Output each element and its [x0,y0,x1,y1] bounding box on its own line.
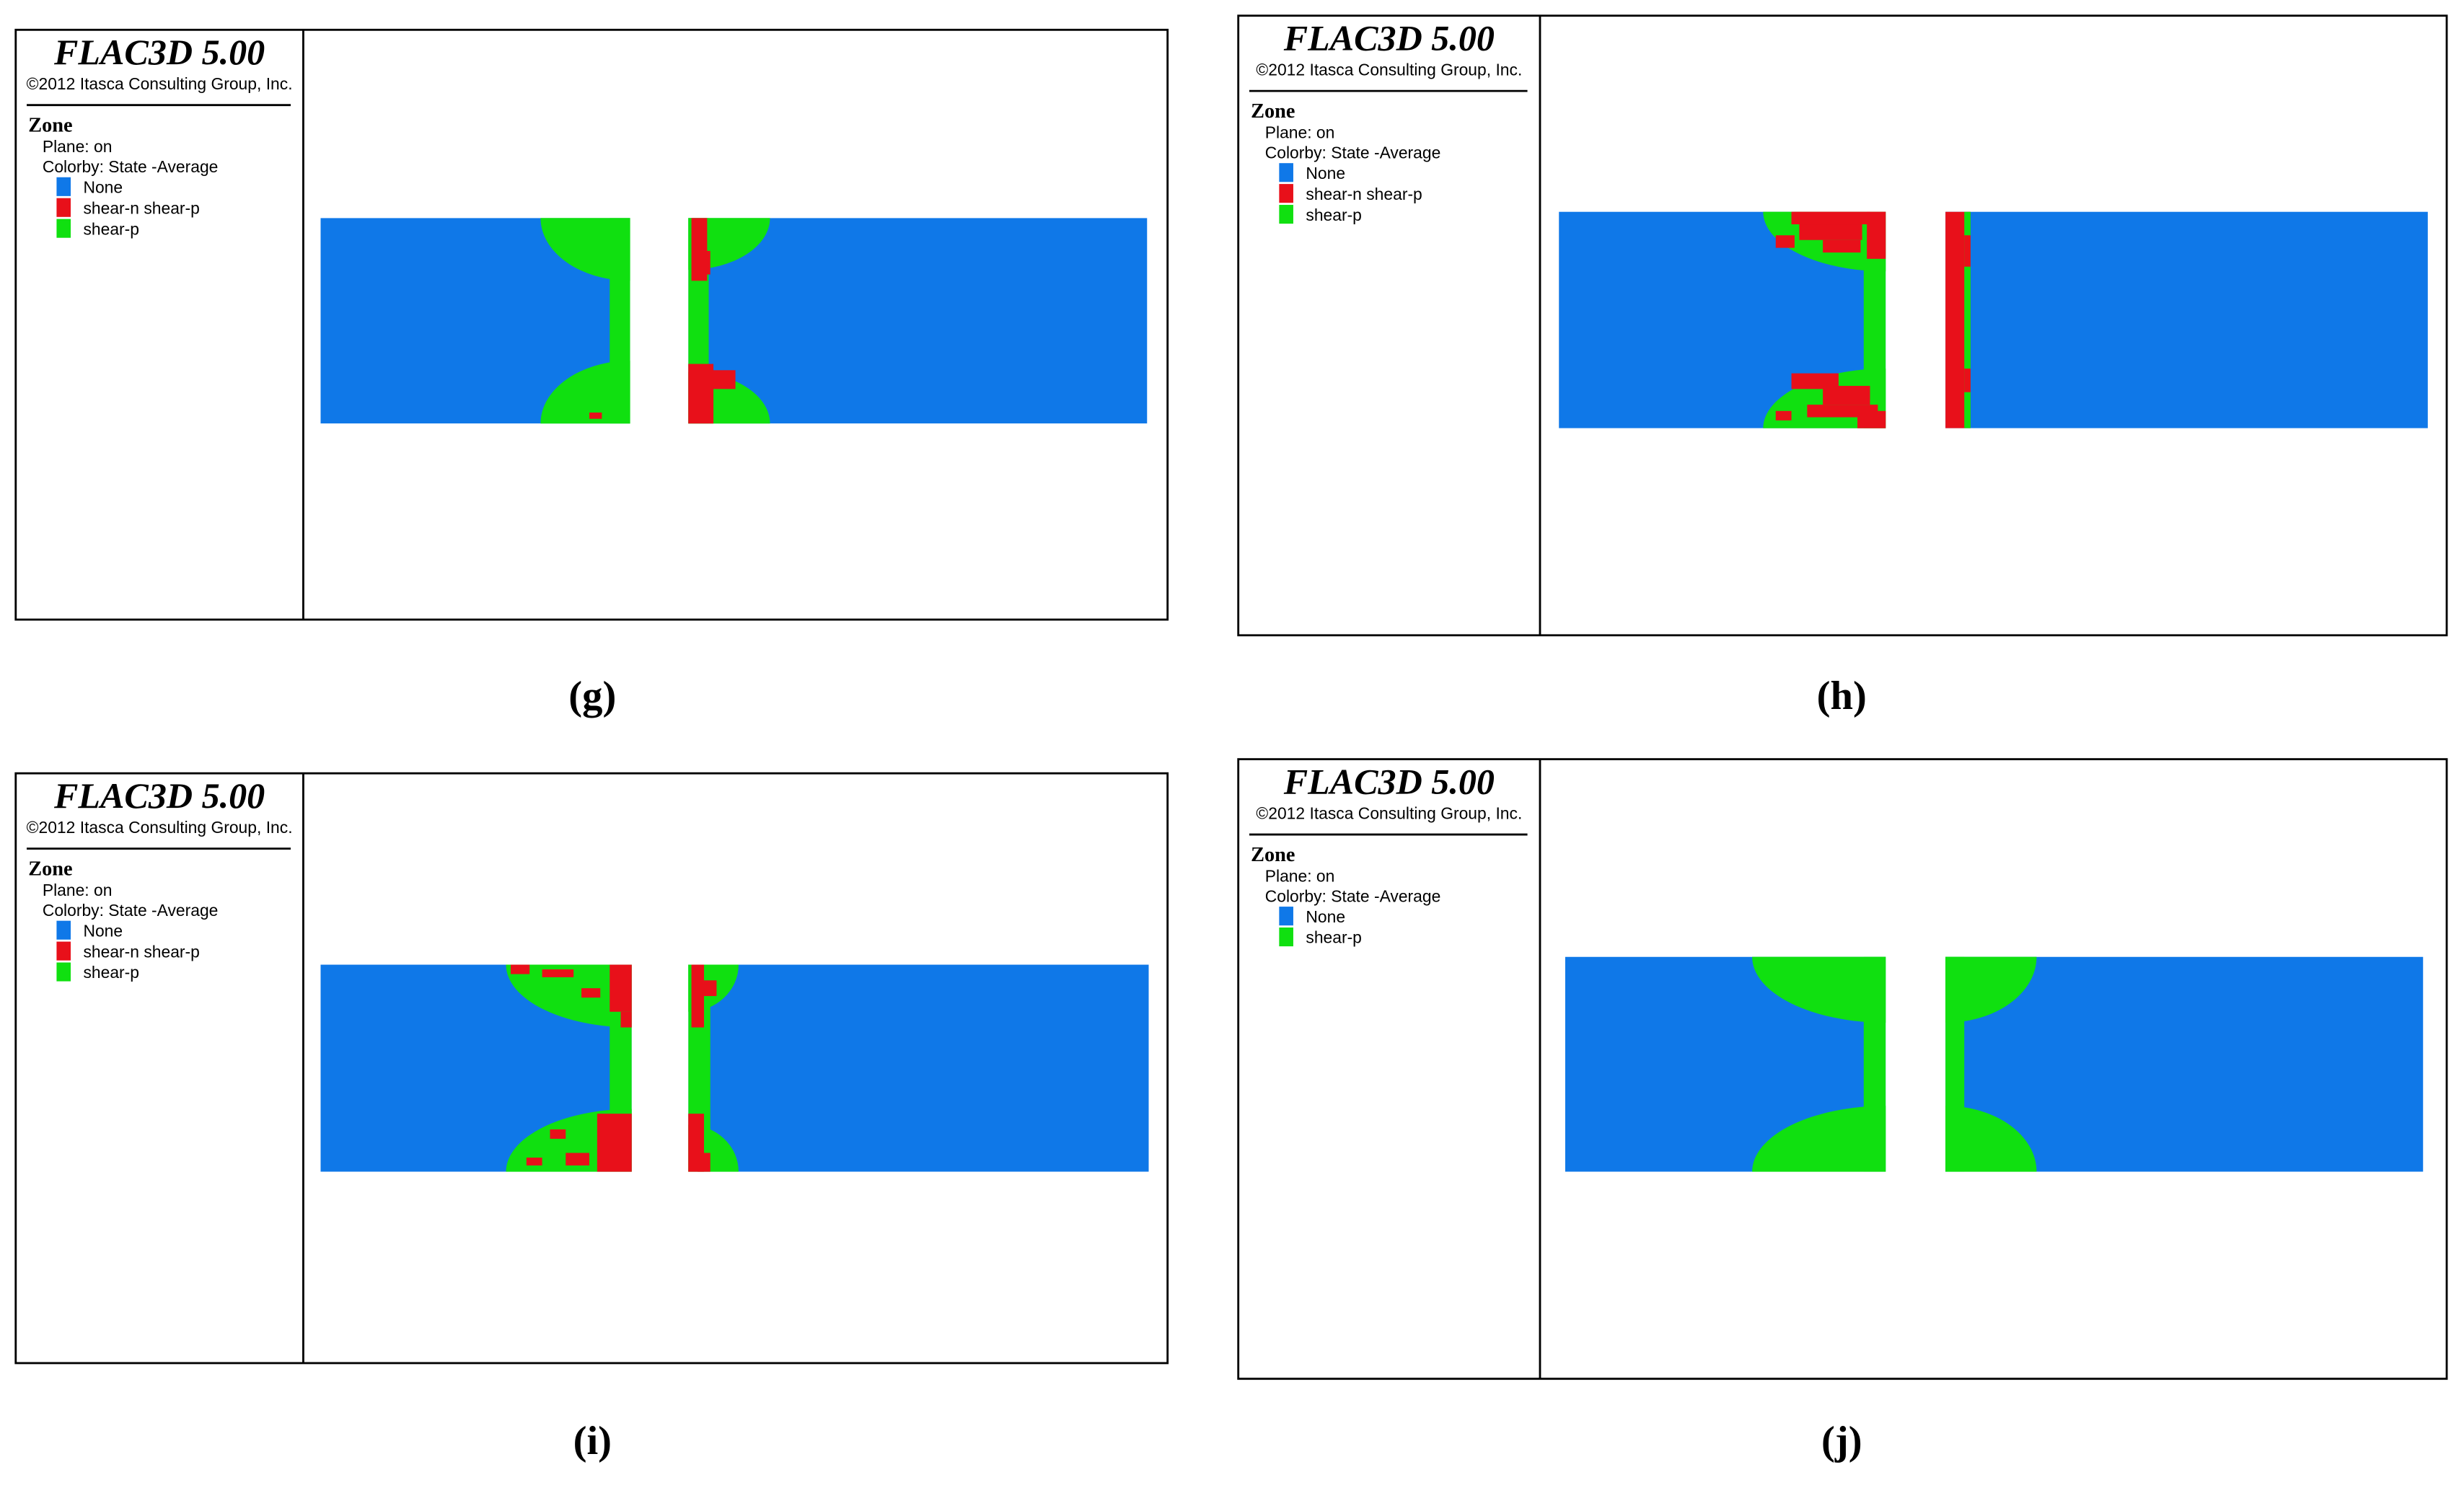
legend-label: shear-p [1306,928,1362,947]
shear-zone [1823,386,1870,405]
colorby-label: Colorby: State -Average [43,901,219,920]
plane-label: Plane: on [43,881,113,899]
caption: (g) [568,674,616,718]
shear-zone [542,969,574,977]
shear-zone [610,964,632,1012]
yield-zone [540,218,630,281]
shear-zone [1791,373,1839,389]
caption: (i) [573,1419,612,1463]
rock-zone [1945,211,2428,428]
shear-zone [526,1158,542,1166]
yield-zone [1945,1106,2037,1172]
legend-swatch [1279,928,1293,947]
left-block [1565,956,1886,1172]
yield-zone [1945,956,1965,1172]
shear-zone [698,1153,710,1172]
zone-label: Zone [1251,100,1295,123]
software-title: FLAC3D 5.00 [1283,762,1495,802]
colorby-label: Colorby: State -Average [1265,887,1441,906]
software-title: FLAC3D 5.00 [53,775,265,816]
shear-zone [620,1011,632,1028]
panel: FLAC3D 5.00 ©2012 Itasca Consulting Group… [14,28,1169,621]
caption: (j) [1821,1419,1862,1463]
yield-zone [1752,1106,1886,1172]
legend-swatch [56,219,71,238]
right-block [1945,211,2428,428]
shear-zone [704,370,736,389]
shear-zone [1857,410,1886,428]
legend-label: shear-n shear-p [83,198,199,217]
software-title: FLAC3D 5.00 [53,32,265,72]
rock-zone [688,218,1148,424]
plane-label: Plane: on [1265,123,1335,141]
yield-zone [610,218,630,424]
yield-zone [1945,956,2037,1023]
shear-zone [1799,224,1862,240]
shear-zone [597,1114,632,1172]
legend-swatch [56,962,71,982]
panel: FLAC3D 5.00©2012 Itasca Consulting Group… [1237,758,2448,1380]
legend-swatch [1279,907,1293,926]
panel: FLAC3D 5.00 ©2012 Itasca Consulting Group… [1237,14,2448,637]
left-block [320,218,630,424]
right-block [1945,956,2424,1172]
copyright: ©2012 Itasca Consulting Group, Inc. [27,818,293,837]
colorby-label: Colorby: State -Average [1265,144,1441,162]
shear-zone [1791,211,1870,225]
legend-label: shear-p [83,219,139,238]
plane-label: Plane: on [1265,866,1335,885]
zone-label: Zone [28,858,72,881]
shear-zone [1867,211,1886,259]
shear-zone [511,964,530,974]
yield-zone [1863,956,1886,1172]
shear-zone [700,980,717,997]
zone-label: Zone [1251,844,1295,866]
shear-zone [1823,239,1861,253]
software-title: FLAC3D 5.00 [1283,18,1495,58]
legend-label: shear-n shear-p [1306,185,1422,203]
plane-label: Plane: on [43,137,113,156]
legend-label: shear-p [1306,206,1362,224]
legend-swatch [56,941,71,961]
legend-label: None [1306,907,1345,926]
caption: (h) [1817,674,1867,718]
colorby-label: Colorby: State -Average [43,157,219,176]
rock-zone [1945,956,2424,1172]
legend-label: shear-n shear-p [83,942,199,961]
legend-label: None [1306,164,1345,182]
shear-zone [1775,235,1795,248]
legend-swatch [56,177,71,196]
copyright: ©2012 Itasca Consulting Group, Inc. [1256,803,1522,822]
copyright: ©2012 Itasca Consulting Group, Inc. [1256,60,1522,79]
shear-zone [581,988,601,998]
yield-zone [506,964,632,1028]
legend-label: shear-p [83,963,139,982]
yield-zone [1752,956,1886,1023]
yield-zone [540,361,630,424]
shear-zone [566,1153,589,1166]
copyright: ©2012 Itasca Consulting Group, Inc. [27,74,293,93]
rock-zone [688,964,1149,1172]
shear-zone [589,412,602,419]
yield-zone [1964,211,1971,428]
legend-swatch [1279,205,1293,224]
legend-swatch [1279,184,1293,203]
legend-swatch [1279,163,1293,182]
panel: FLAC3D 5.00 ©2012 Itasca Consulting Group… [14,772,1169,1365]
zone-label: Zone [28,115,72,137]
legend-label: None [83,921,123,940]
shear-zone [1964,369,1971,392]
shear-zone [698,250,710,275]
legend-swatch [56,920,71,940]
shear-zone [1964,235,1971,267]
shear-zone [1775,410,1792,420]
shear-zone [691,964,704,1028]
shear-zone [550,1129,566,1139]
legend-label: None [83,178,123,197]
legend-swatch [56,198,71,217]
